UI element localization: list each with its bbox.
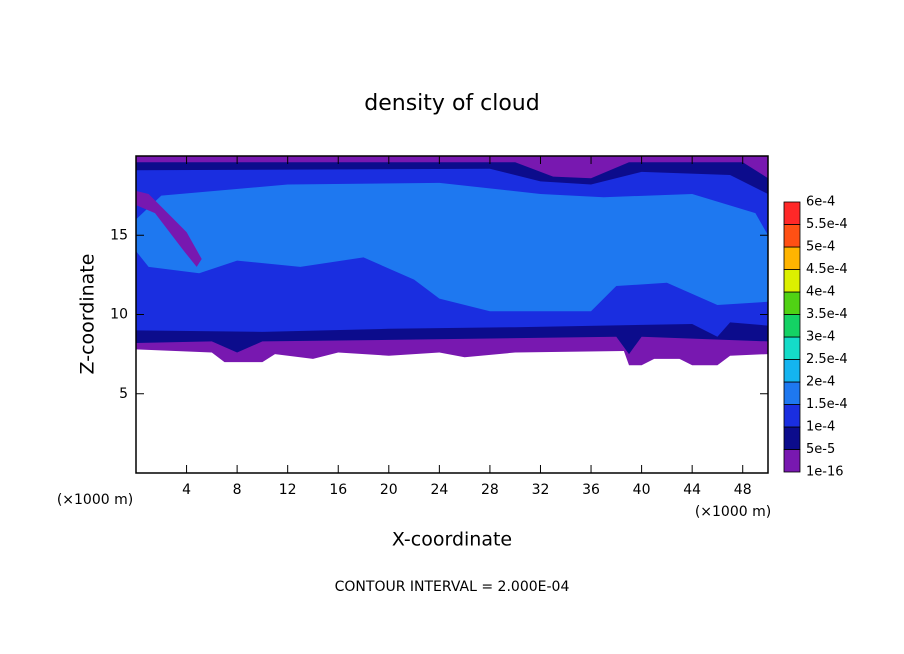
contour-region [136, 190, 202, 267]
contour-region [136, 182, 768, 312]
colorbar-label: 1.5e-4 [806, 397, 848, 412]
colorbar-box [783, 359, 801, 383]
colorbar-box [783, 426, 801, 450]
x-tick-label: 32 [532, 482, 550, 498]
colorbar-box [783, 201, 801, 225]
colorbar-label: 4.5e-4 [806, 262, 848, 277]
y-axis-title: Z-coordinate [77, 254, 99, 375]
x-axis-title: X-coordinate [392, 529, 512, 551]
colorbar-box [783, 224, 801, 248]
colorbar-box [783, 314, 801, 338]
colorbar-box [783, 336, 801, 360]
unit-label: (×1000 m) [57, 492, 133, 508]
colorbar-box [783, 291, 801, 315]
colorbar-label: 5e-4 [806, 240, 835, 255]
x-tick-label: 36 [582, 482, 600, 498]
colorbar-label: 3e-4 [806, 330, 835, 345]
colorbar-box [783, 404, 801, 428]
colorbar-label: 3.5e-4 [806, 307, 848, 322]
chart-title: density of cloud [364, 91, 539, 116]
x-tick-label: 8 [233, 482, 242, 498]
colorbar-label: 5e-5 [806, 442, 835, 457]
colorbar-box [783, 246, 801, 270]
colorbar-box [783, 381, 801, 405]
y-tick-label: 5 [119, 386, 128, 402]
field [136, 156, 768, 366]
colorbar-box [783, 449, 801, 473]
x-tick-label: 4 [182, 482, 191, 498]
colorbar-label: 4e-4 [806, 285, 835, 300]
colorbar-label: 1e-16 [806, 465, 844, 480]
x-tick-label: 44 [683, 482, 701, 498]
colorbar-label: 5.5e-4 [806, 217, 848, 232]
y-tick-label: 15 [110, 227, 128, 243]
y-tick-label: 10 [110, 307, 128, 323]
colorbar-label: 6e-4 [806, 195, 835, 210]
footer: CONTOUR INTERVAL = 2.000E-04 [335, 579, 570, 595]
x-tick-label: 16 [329, 482, 347, 498]
x-tick-label: 40 [633, 482, 651, 498]
colorbar-label: 2.5e-4 [806, 352, 848, 367]
x-tick-label: 20 [380, 482, 398, 498]
x-tick-label: 28 [481, 482, 499, 498]
x-tick-label: 24 [430, 482, 448, 498]
x-tick-label: 12 [279, 482, 297, 498]
colorbar-box [783, 269, 801, 293]
colorbar-label: 1e-4 [806, 420, 835, 435]
x-tick-label: 48 [734, 482, 752, 498]
unit-label: (×1000 m) [695, 504, 771, 520]
colorbar-label: 2e-4 [806, 375, 835, 390]
